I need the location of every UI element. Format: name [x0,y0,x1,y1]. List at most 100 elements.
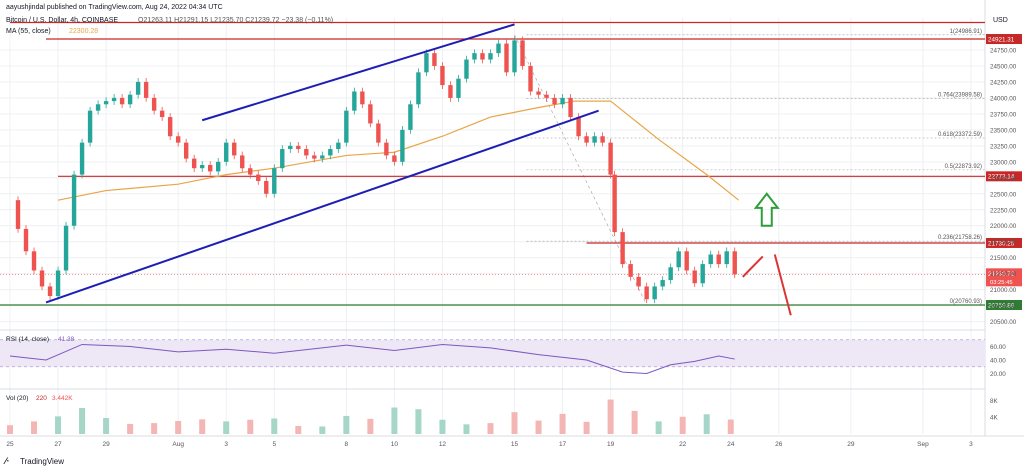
volume-bar [703,414,710,434]
price-tick-label: 23500.00 [990,127,1017,134]
price-tick-label: 21750.00 [990,239,1017,246]
ma-line [57,100,740,201]
candle-body [199,165,205,169]
price-tick-label: 24500.00 [990,63,1017,70]
volume-bar [79,407,86,434]
price-tick-label: 23250.00 [990,143,1017,150]
channel-upper-line [201,23,515,122]
time-tick-label: 19 [607,441,615,448]
candle-body [87,110,93,143]
volume-label: Vol (20) [6,395,28,402]
price-tick-label: 21250.00 [990,271,1017,278]
price-tick-label: 22000.00 [990,223,1017,230]
candle-body [536,91,541,95]
price-tick-label: 22500.00 [990,191,1017,198]
fib-trend-line [514,34,647,306]
candle-body [103,101,109,105]
volume-bar [727,419,734,434]
candle-body [424,53,429,73]
candle-body [360,91,365,105]
tv-logo-icon: ⁄ᐧ [3,456,9,466]
candle-body [143,81,149,98]
candle-body [408,104,413,130]
time-tick-label: 25 [6,441,14,448]
candle-body [480,53,485,60]
candle-body [628,264,633,277]
level-price-label: 21730.26 [988,240,1015,247]
candle-body [264,180,269,194]
level-price-tag [986,237,1022,248]
volume-bar [631,410,638,434]
price-tick-label: 21500.00 [990,255,1017,262]
time-tick-label: 17 [559,441,567,448]
candle-body [208,165,213,172]
price-tick-label: 21000.00 [990,287,1017,294]
candle-body [232,142,237,156]
candle-body [288,145,293,150]
level-price-label: 20759.89 [988,302,1015,309]
candle-body [119,97,125,105]
candle-body [724,251,729,265]
candle-body [23,228,29,252]
candle-body [432,53,437,66]
chart-header: aayushjindal published on TradingView.co… [6,4,1008,35]
candle-body [576,117,581,137]
candle-body [708,254,713,265]
candle-body [216,161,221,172]
candle-body [15,200,21,229]
level-price-label: 22773.14 [988,174,1015,181]
level-price-tag [986,34,1022,45]
publisher-text: aayushjindal published on TradingView.co… [6,4,223,11]
candle-body [320,155,325,159]
channel-lower-line [45,109,599,304]
candle-body [183,142,189,159]
candle-body [700,264,705,284]
ascending-channel [45,23,599,304]
candle-body [368,104,373,124]
candle-body [135,81,141,95]
pane-borders [0,0,1024,437]
candle-body [127,94,133,105]
candle-body [684,251,689,271]
up-arrow-icon [753,192,780,227]
short-bounce-line [742,255,764,278]
candle-body [544,94,549,98]
volume-bar [271,418,278,434]
candle-body [352,91,357,111]
candle-body [191,158,197,169]
volume-bar [535,420,542,434]
horizontal-levels: 24921.31 22773.14 21730.26 20759.89 21239.72… [0,21,1022,310]
candle-body [272,168,277,194]
candle-body [71,174,77,226]
candles [15,36,737,304]
candle-body [47,286,53,297]
candle-body [280,149,285,169]
volume-bar [679,416,686,434]
time-tick-label: Sep [917,441,929,448]
time-tick-label: 8 [345,441,349,448]
volume-bar [103,418,110,434]
candle-body [440,65,445,86]
price-axis[interactable]: 24750.00 24500.00 24250.00 24000.00 23750.00… [990,47,1017,326]
price-tick-label: 20750.00 [990,303,1017,310]
volume-bar [295,426,302,434]
candle-body [644,286,649,300]
volume-bar [319,426,326,434]
level-price-tag [986,299,1022,310]
current-price-label: 21239.72 [988,271,1015,278]
candle-body [344,110,349,143]
time-tick-label: 10 [391,441,399,448]
current-price-timer: 03:25:45 [990,280,1013,286]
candle-body [312,155,317,159]
rsi-tick-label: 20.00 [990,371,1006,378]
time-tick-label: 3 [969,441,973,448]
time-tick-label: 5 [272,441,276,448]
candle-body [552,97,557,105]
time-axis[interactable]: 25 27 29 Aug 3 5 8 10 12 15 17 19 22 24 26 29 Sep 3 [6,441,973,448]
time-tick-label: 26 [775,441,783,448]
candle-body [692,270,697,284]
volume-bar [463,424,470,434]
volume-bar [31,421,38,434]
